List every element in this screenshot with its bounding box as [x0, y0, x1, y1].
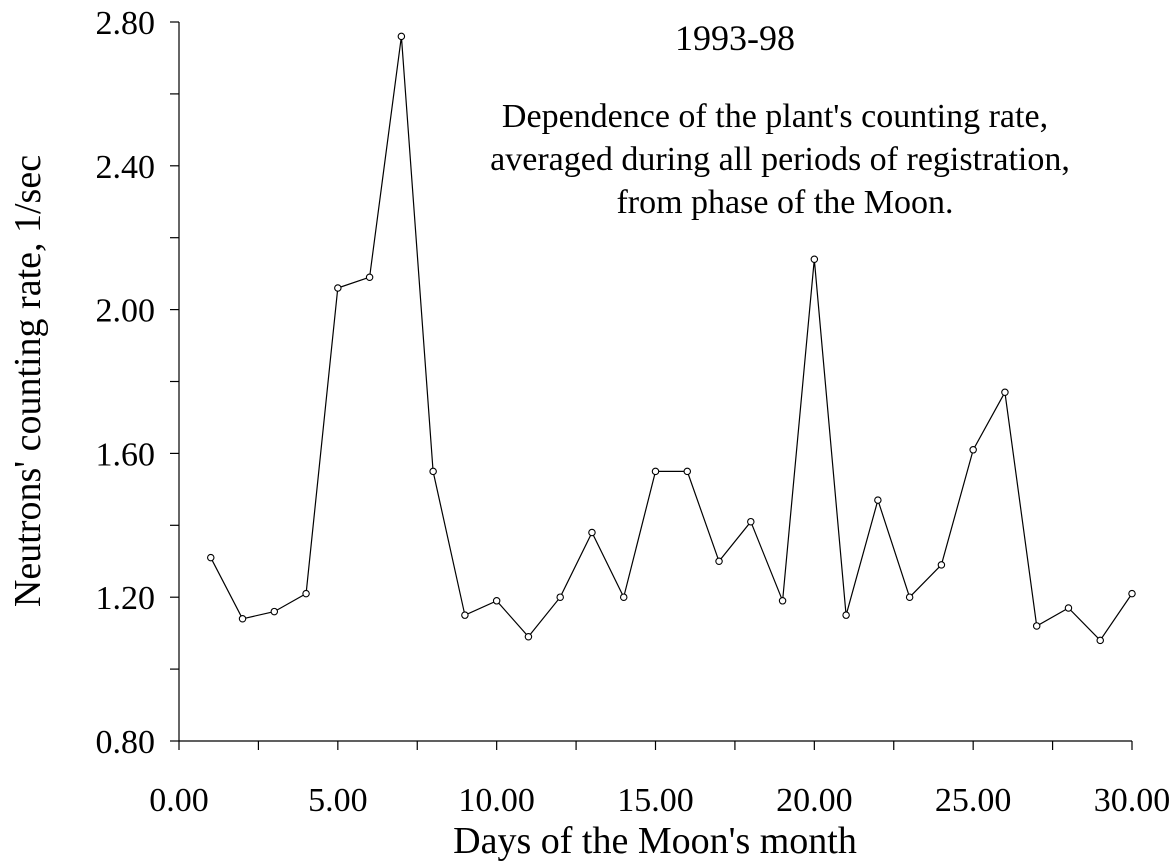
data-point — [556, 593, 564, 601]
x-tick-label: 25.00 — [935, 782, 1012, 819]
data-point — [429, 467, 437, 476]
data-point — [461, 611, 469, 619]
data-point — [207, 553, 215, 562]
data-point — [842, 611, 850, 619]
x-tick-label: 30.00 — [1094, 782, 1171, 819]
data-point — [747, 517, 755, 526]
data-point — [1064, 604, 1073, 612]
x-tick-label: 20.00 — [776, 782, 853, 819]
series-line — [210, 36, 1133, 642]
chart-subtitle-line-3: from phase of the Moon. — [616, 184, 953, 221]
data-point — [365, 273, 374, 281]
data-point — [810, 255, 819, 264]
y-tick-label: 0.80 — [96, 724, 156, 761]
tick-labels: 0.00 5.00 10.00 15.00 20.00 25.00 30.00 0.80 1.2… — [96, 5, 1171, 819]
data-point — [1128, 589, 1136, 598]
data-point — [778, 597, 787, 605]
data-point — [1001, 388, 1009, 397]
data-point — [1032, 622, 1041, 630]
y-tick-label: 2.00 — [96, 293, 156, 330]
x-tick-label: 15.00 — [617, 782, 694, 819]
x-tick-label: 10.00 — [458, 782, 535, 819]
data-point — [1096, 636, 1104, 645]
y-tick-label: 1.60 — [96, 436, 156, 473]
y-tick-label: 1.20 — [96, 580, 156, 617]
data-point — [683, 467, 692, 476]
y-tick-label: 2.40 — [96, 149, 156, 186]
data-point — [334, 284, 342, 292]
data-point — [588, 528, 596, 537]
data-point — [619, 593, 628, 601]
x-tick-label: 5.00 — [308, 782, 368, 819]
data-point — [238, 615, 247, 623]
x-axis-title: Days of the Moon's month — [453, 820, 857, 862]
chart-title: 1993-98 — [675, 18, 795, 58]
series — [207, 32, 1136, 645]
data-point — [874, 496, 882, 504]
ticks — [170, 21, 1133, 750]
data-point — [715, 557, 723, 565]
chart-subtitle-line-1: Dependence of the plant's counting rate, — [502, 98, 1048, 135]
data-point — [651, 467, 660, 476]
data-point — [302, 589, 310, 598]
data-point — [492, 597, 501, 605]
data-point — [524, 632, 533, 641]
data-point — [969, 446, 977, 454]
chart-subtitle-line-2: averaged during all periods of registrat… — [490, 141, 1070, 178]
y-tick-label: 2.80 — [96, 5, 156, 42]
data-point — [937, 561, 946, 569]
data-point — [905, 593, 914, 601]
data-point — [397, 32, 406, 41]
x-tick-label: 0.00 — [149, 782, 209, 819]
y-axis-title: Neutrons' counting rate, 1/sec — [7, 155, 49, 607]
data-point — [270, 607, 279, 616]
